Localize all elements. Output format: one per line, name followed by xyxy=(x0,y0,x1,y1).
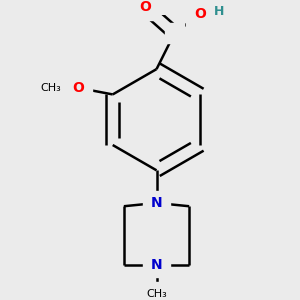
Bar xyxy=(186,1,215,26)
Text: CH₃: CH₃ xyxy=(40,83,61,93)
Text: H: H xyxy=(214,5,225,19)
Bar xyxy=(28,76,74,100)
Text: O: O xyxy=(139,0,151,14)
Text: O: O xyxy=(195,7,206,21)
Bar xyxy=(209,2,230,22)
Text: O: O xyxy=(73,81,84,95)
Text: N: N xyxy=(151,258,162,272)
Bar xyxy=(65,76,92,100)
Bar xyxy=(165,23,184,43)
Text: N: N xyxy=(151,196,162,210)
Bar xyxy=(143,253,170,278)
Bar xyxy=(130,0,160,20)
Bar xyxy=(135,282,178,300)
Text: CH₃: CH₃ xyxy=(146,290,167,299)
Bar xyxy=(143,190,170,215)
